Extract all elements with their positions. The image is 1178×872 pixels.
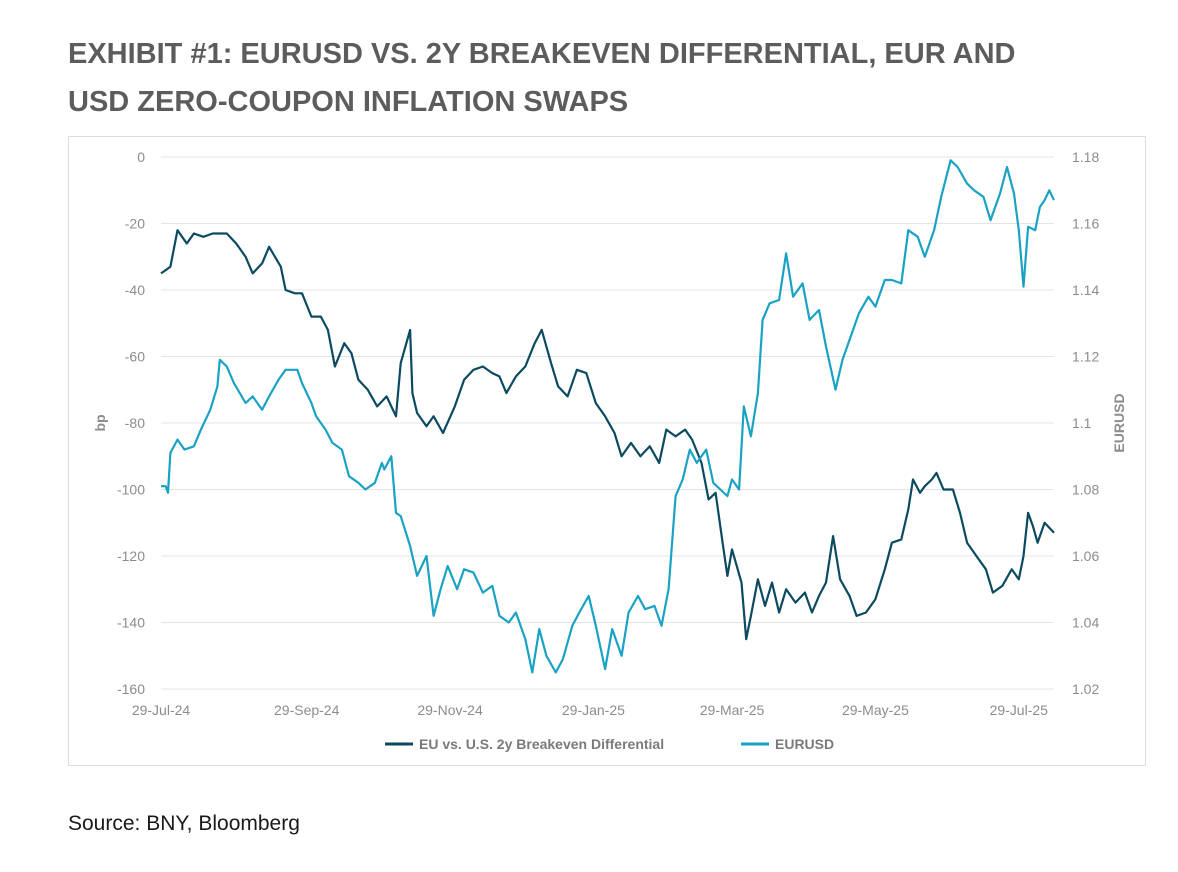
x-tick-label: 29-Mar-25 [700, 702, 765, 718]
source-note: Source: BNY, Bloomberg [68, 812, 300, 835]
left-tick-label: -80 [125, 415, 145, 431]
chart-canvas: 0-20-40-60-80-100-120-140-160 1.181.161.… [92, 149, 1127, 752]
x-tick-label: 29-Jan-25 [562, 702, 625, 718]
right-tick-label: 1.02 [1072, 681, 1099, 697]
legend: EU vs. U.S. 2y Breakeven Differential EU… [385, 736, 834, 752]
chart-title: EXHIBIT #1: EURUSD VS. 2Y BREAKEVEN DIFF… [68, 30, 1138, 126]
x-tick-label: 29-Jul-24 [132, 702, 191, 718]
left-tick-label: -160 [117, 681, 145, 697]
x-tick-label: 29-Sep-24 [274, 702, 340, 718]
x-tick-label: 29-Nov-24 [417, 702, 483, 718]
left-tick-label: -20 [125, 216, 145, 232]
left-tick-label: -100 [117, 482, 145, 498]
left-axis-ticks: 0 -20 -40 -60 -80 -100 -120 -140 -160 [117, 149, 145, 697]
x-axis-ticks: 29-Jul-24 29-Sep-24 29-Nov-24 29-Jan-25 29-M… [132, 702, 1048, 718]
left-tick-label: -120 [117, 548, 145, 564]
right-tick-label: 1.1 [1072, 415, 1092, 431]
right-tick-label: 1.16 [1072, 216, 1099, 232]
gridlines [161, 156, 1054, 690]
right-axis-ticks: 1.18 1.16 1.14 1.12 1.1 1.08 1.06 1.04 1.02 [1072, 149, 1099, 697]
left-tick-label: -140 [117, 615, 145, 631]
right-tick-label: 1.06 [1072, 548, 1099, 564]
series-line-differential [160, 229, 1055, 641]
right-tick-label: 1.14 [1072, 282, 1099, 298]
left-tick-label: -40 [125, 282, 145, 298]
right-tick-label: 1.18 [1072, 149, 1099, 165]
x-tick-label: 29-Jul-25 [990, 702, 1049, 718]
right-tick-label: 1.04 [1072, 615, 1099, 631]
chart-frame: 0 -20 -40 -60 -80 -100 -120 -140 -160 1.18 1.16 1.… [68, 136, 1146, 766]
right-axis-title: EURUSD [1111, 393, 1127, 452]
legend-label-differential: EU vs. U.S. 2y Breakeven Differential [419, 736, 664, 752]
right-tick-label: 1.08 [1072, 482, 1099, 498]
left-axis-title: bp [92, 414, 108, 431]
legend-label-eurusd: EURUSD [775, 736, 834, 752]
left-tick-label: -60 [125, 349, 145, 365]
chart-title-line-2: USD ZERO-COUPON INFLATION SWAPS [68, 86, 629, 118]
chart-title-line-1: EXHIBIT #1: EURUSD VS. 2Y BREAKEVEN DIFF… [68, 38, 1016, 70]
series-line-eurusd [161, 159, 1055, 674]
right-tick-label: 1.12 [1072, 349, 1099, 365]
left-tick-label: 0 [137, 149, 145, 165]
series-lines [160, 159, 1055, 674]
x-tick-label: 29-May-25 [842, 702, 909, 718]
